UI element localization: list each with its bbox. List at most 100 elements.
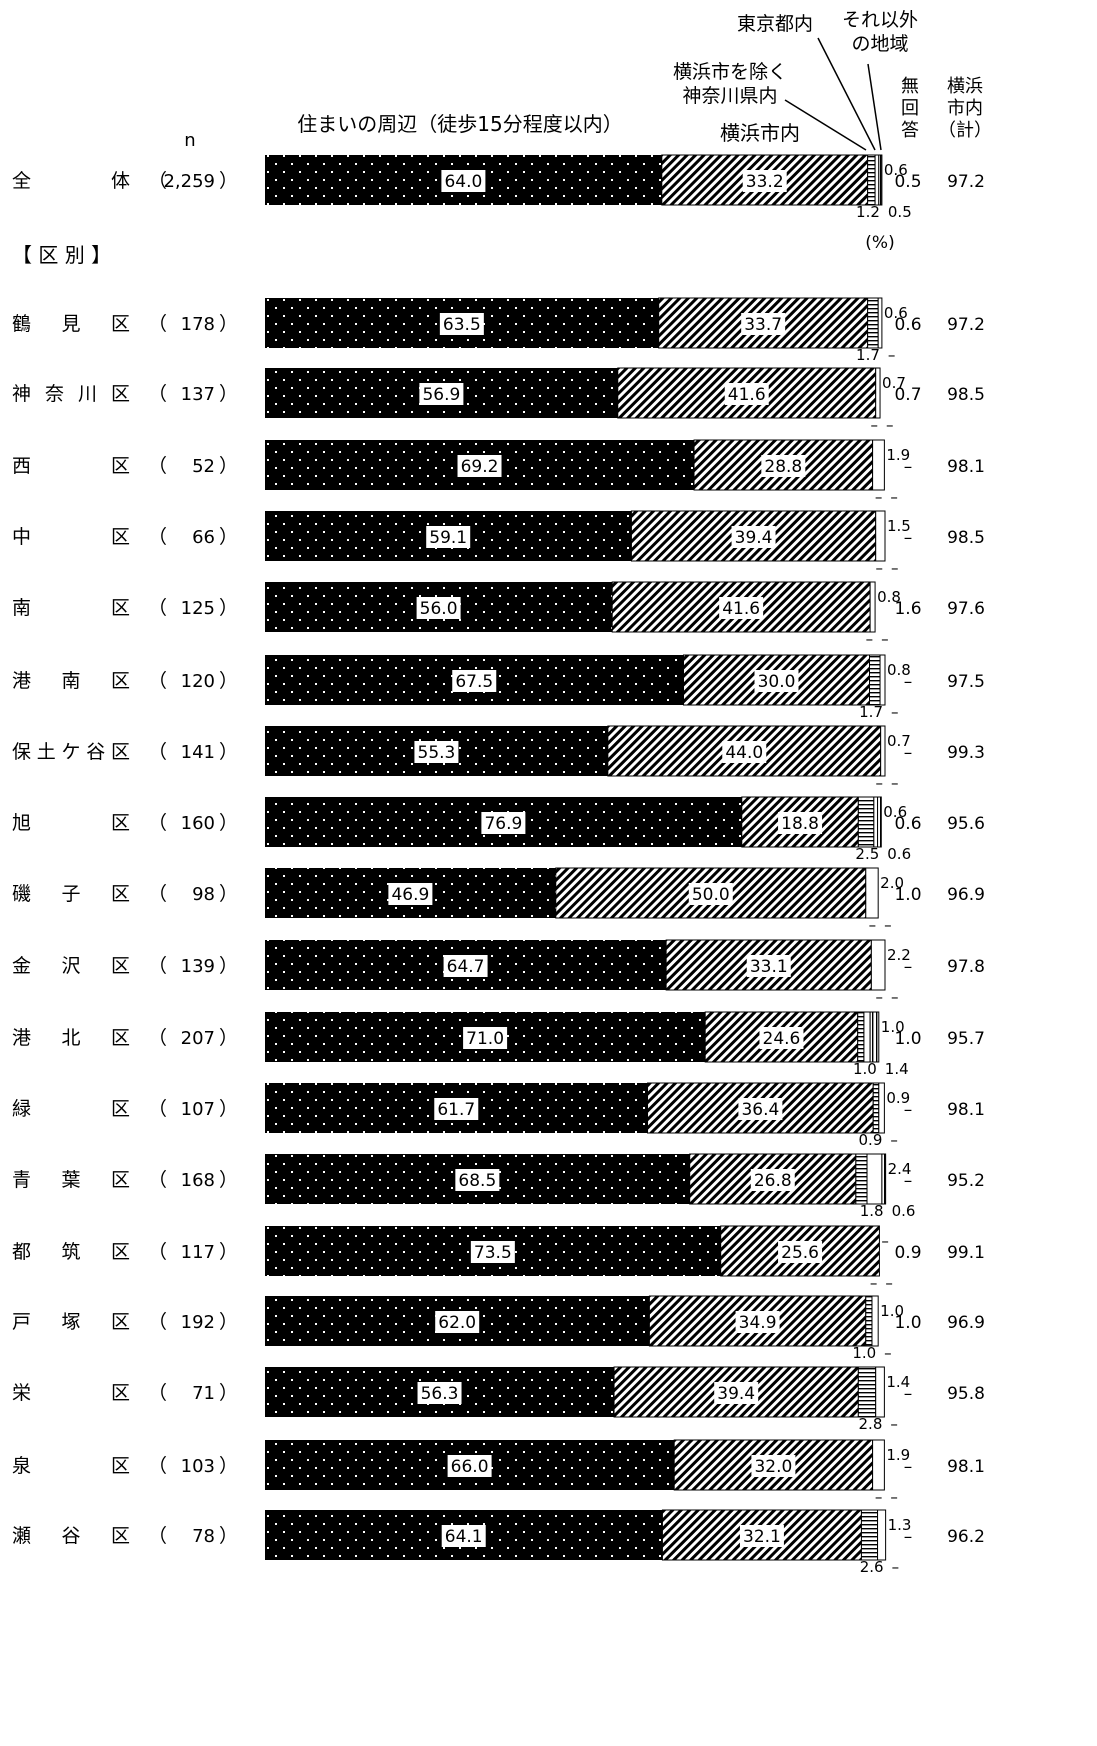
bar-segment-series-4 [874, 154, 880, 206]
small-label-kanagawa: 1.7 [856, 346, 880, 364]
small-label-other: – [892, 1558, 900, 1576]
yokohama-total-value: 97.8 [947, 957, 985, 977]
small-label-kanagawa: – [870, 1274, 878, 1292]
no-answer-value: 0.6 [894, 315, 921, 335]
value-label-bg [443, 955, 488, 977]
yokohama-total-value: 97.5 [947, 672, 985, 692]
small-label-other: – [884, 916, 892, 934]
value-label-series-1: 56.3 [421, 1384, 459, 1404]
paren-close: ） [219, 1098, 238, 1120]
small-label-tokyo: 1.3 [888, 1516, 912, 1534]
small-label-tokyo: 0.6 [884, 304, 908, 322]
row-n: 137 [181, 384, 215, 405]
small-label-other: – [890, 488, 898, 506]
bar-segment-series-3 [857, 1011, 865, 1063]
small-label-kanagawa: 1.8 [860, 1202, 884, 1220]
value-label-series-1: 56.0 [420, 599, 458, 619]
paren-close: ） [219, 526, 238, 548]
paren-close: ） [219, 955, 238, 977]
row-label: 青 葉 区 [12, 1169, 130, 1191]
small-label-tokyo: 1.0 [880, 1302, 904, 1320]
no-answer-value: 1.0 [894, 1313, 921, 1333]
value-label-bg [441, 1525, 486, 1547]
no-answer-value: 1.6 [894, 599, 921, 619]
legend-series-1-label: 住まいの周辺（徒歩15分程度以内） [297, 112, 622, 136]
small-label-other: – [890, 1131, 898, 1149]
bar-segment-series-4 [866, 1153, 883, 1205]
bar-row: 港 北 区（207） 71.0 24.61.01.01.41.0 95.7 [12, 1011, 985, 1078]
row-n: 66 [192, 527, 215, 548]
paren-open: （ [148, 741, 167, 763]
small-label-tokyo: 0.8 [877, 588, 901, 606]
small-label-tokyo: 2.2 [887, 946, 911, 964]
value-label-series-1: 62.0 [438, 1313, 476, 1333]
paren-close: ） [219, 383, 238, 405]
small-label-other: – [881, 630, 889, 648]
small-label-other: – [888, 346, 896, 364]
small-label-kanagawa: – [866, 630, 874, 648]
paren-close: ） [219, 883, 238, 905]
value-label-bg [434, 1098, 479, 1120]
small-label-other: – [891, 774, 899, 792]
value-label-series-1: 67.5 [455, 672, 493, 692]
paren-open: （ [148, 597, 167, 619]
value-label-series-2: 26.8 [754, 1171, 792, 1191]
value-label-bg [759, 1027, 804, 1049]
paren-open: （ [148, 383, 167, 405]
row-n: 2,259 [163, 171, 215, 192]
value-label-bg [778, 1241, 823, 1263]
small-label-kanagawa: 1.0 [852, 1344, 876, 1362]
small-label-tokyo: 1.0 [881, 1018, 905, 1036]
no-answer-value: 0.6 [894, 814, 921, 834]
no-answer-value: 0.7 [894, 385, 921, 405]
value-label-bg [750, 1169, 795, 1191]
value-label-bg [778, 812, 823, 834]
header-no-answer: 無回答 [901, 76, 919, 141]
bar-row: 金 沢 区（139） 64.7 33.1–2.2–– 97.8 [12, 939, 985, 1006]
value-label-series-2: 39.4 [717, 1384, 755, 1404]
bar-segment-series-4 [872, 439, 885, 491]
row-n: 160 [181, 813, 215, 834]
bar-row: 中 区（66） 59.1 39.4–1.5–– 98.5 [12, 510, 985, 577]
paren-open: （ [148, 1525, 167, 1547]
row-n: 141 [181, 742, 215, 763]
bar-row: 都 筑 区（117） 73.5 25.6–––0.9 99.1 [12, 1225, 985, 1292]
value-label-bg [455, 1169, 500, 1191]
no-answer-value: – [904, 672, 913, 692]
paren-close: ） [219, 597, 238, 619]
row-label: 保土ケ谷区 [12, 741, 130, 763]
value-label-bg [417, 1382, 462, 1404]
value-label-series-2: 36.4 [741, 1100, 779, 1120]
no-answer-value: 1.0 [894, 1029, 921, 1049]
value-label-bg [719, 597, 764, 619]
value-label-series-1: 68.5 [458, 1171, 496, 1191]
small-label-kanagawa: – [869, 916, 877, 934]
small-label-tokyo: 1.5 [887, 517, 911, 535]
value-label-series-2: 41.6 [728, 385, 766, 405]
section-label: 【 区 別 】 [12, 243, 111, 267]
paren-open: （ [148, 1098, 167, 1120]
small-label-tokyo: 0.9 [886, 1089, 910, 1107]
bar-segment-series-4 [869, 581, 876, 633]
bar-row: 全 体（2,259） 64.0 33.21.20.60.50.5 97.2 [12, 154, 985, 221]
value-label-series-1: 55.3 [418, 743, 456, 763]
paren-open: （ [148, 1169, 167, 1191]
value-label-bg [746, 955, 791, 977]
value-label-series-2: 18.8 [781, 814, 819, 834]
bar-segment-series-3 [869, 654, 881, 706]
bar-row: 鶴 見 区 （ 178） 63.5 33.7 1.7 0.6 – 0.6 97.2 [12, 297, 985, 364]
leader-line-kanagawa [784, 99, 867, 151]
value-label-series-2: 33.2 [746, 172, 784, 192]
paren-close: ） [219, 812, 238, 834]
small-label-other: – [886, 416, 894, 434]
no-answer-value: 0.5 [894, 172, 921, 192]
value-label-series-1: 63.5 [443, 315, 481, 335]
small-label-other: 0.6 [892, 1202, 916, 1220]
bar-segment-series-4 [865, 867, 879, 919]
value-label-series-2: 34.9 [739, 1313, 777, 1333]
row-label: 鶴 見 区 [12, 313, 130, 335]
row-label: 神奈川区 [12, 383, 130, 405]
bar-segment-series-5 [869, 1011, 880, 1063]
row-label: 泉 区 [12, 1455, 130, 1477]
